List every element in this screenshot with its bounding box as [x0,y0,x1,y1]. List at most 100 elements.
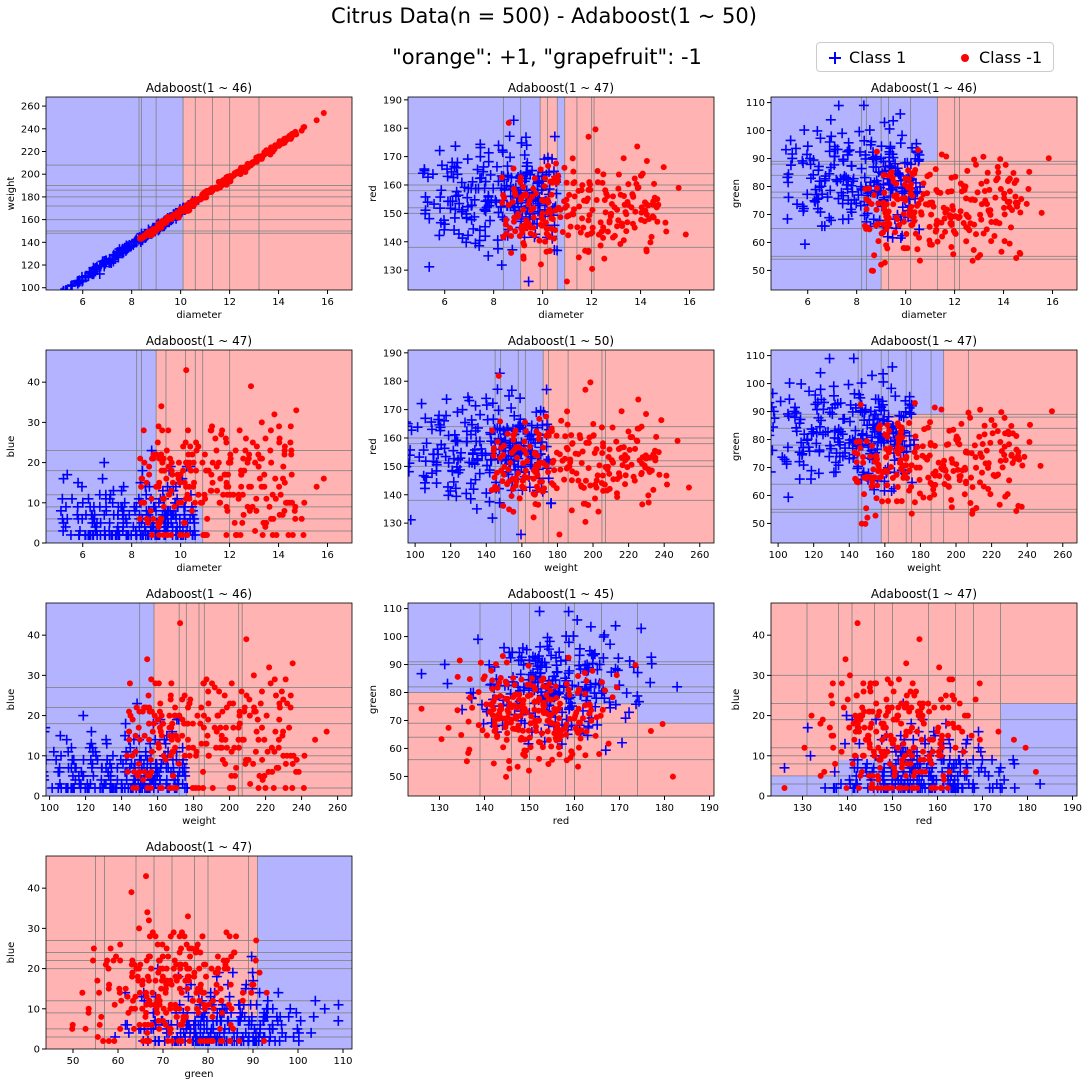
x-tick-label: 12 [948,297,961,308]
class-neg1-point [575,187,582,194]
class-1-point [814,446,825,457]
class-neg1-point [908,181,915,188]
class-1-point [472,422,483,433]
class-neg1-point [981,188,988,195]
class-neg1-point [494,684,501,691]
class-neg1-point [292,129,299,136]
class-neg1-point [499,653,506,660]
class-1-point [506,385,517,396]
class-1-point [999,774,1010,785]
class-1-point [516,137,527,148]
class-1-point [840,447,851,458]
class-1-point [483,250,494,261]
class-neg1-point [894,216,901,223]
class-1-point [465,493,476,504]
class-1-point [137,465,148,476]
class-neg1-point [568,432,575,439]
class-1-point [105,489,116,500]
class-neg1-point [183,367,190,374]
class-1-point [813,412,824,423]
class-neg1-point [282,676,289,683]
class-neg1-point [200,712,207,719]
class-neg1-point [255,784,262,791]
class-neg1-point [578,727,585,734]
class-1-point [163,517,174,528]
class-neg1-point [577,435,584,442]
class-neg1-point [930,784,937,791]
class-neg1-point [579,215,586,222]
class-neg1-point [554,706,561,713]
class-1-point [502,161,513,172]
class-neg1-point [526,443,533,450]
class-neg1-point [648,233,655,240]
class-1-point [824,136,835,147]
dot-marker-icon [961,53,969,62]
y-tick-label: 50 [752,519,765,530]
class-neg1-point [867,474,874,481]
class-1-point [424,261,435,272]
class-1-point [445,486,456,497]
class-1-point [433,414,444,425]
class-neg1-point [518,196,525,203]
x-tick-label: 150 [520,803,539,814]
class-neg1-point [950,251,957,258]
class-1-point [645,677,656,688]
class-neg1-point [564,408,571,415]
class-neg1-point [490,445,497,452]
class-neg1-point [886,427,893,434]
class-neg1-point [916,490,923,497]
class-neg1-point [907,190,914,197]
class-neg1-point [952,173,959,180]
class-1-point [782,408,793,419]
y-tick-label: 0 [759,792,765,803]
class-neg1-point [906,206,913,213]
class-neg1-point [543,413,550,420]
class-neg1-point [623,211,630,218]
class-neg1-point [263,519,270,526]
class-neg1-point [838,748,845,755]
class-1-point [519,150,530,161]
y-tick-label: 80 [752,435,765,446]
class-neg1-point [242,447,249,454]
class-neg1-point [147,507,154,514]
class-neg1-point [881,752,888,759]
class-1-point [782,213,793,224]
class-neg1-point [592,732,599,739]
class-neg1-point [927,479,934,486]
class-neg1-point [599,179,606,186]
class-1-point [968,754,979,765]
class-neg1-point [993,218,1000,225]
class-neg1-point [516,495,523,502]
class-1-point [878,156,889,167]
class-neg1-point [909,680,916,687]
class-1-point [159,509,170,520]
x-tick-label: 140 [840,550,859,561]
class-1-point [479,204,490,215]
class-1-point [895,108,906,119]
class-1-point [478,166,489,177]
class-neg1-point [246,451,253,458]
class-1-point [1008,754,1019,765]
class-neg1-point [915,200,922,207]
class-1-point [78,710,89,721]
class-neg1-point [1045,155,1052,162]
class-neg1-point [926,223,933,230]
class-neg1-point [282,760,289,767]
x-tick-label: 160 [512,550,531,561]
class-1-point [487,398,498,409]
class-neg1-point [988,417,995,424]
class-neg1-point [910,744,917,751]
x-tick-label: 120 [441,550,460,561]
class-neg1-point [943,473,950,480]
class-neg1-point [538,730,545,737]
class-neg1-point [960,748,967,755]
class-neg1-point [941,215,948,222]
class-1-point [825,443,836,454]
class-neg1-point [208,471,215,478]
decision-region [637,703,714,724]
class-1-point [961,758,972,769]
class-1-point [973,766,984,777]
class-neg1-point [994,175,1001,182]
class-neg1-point [875,461,882,468]
class-1-point [124,509,135,520]
